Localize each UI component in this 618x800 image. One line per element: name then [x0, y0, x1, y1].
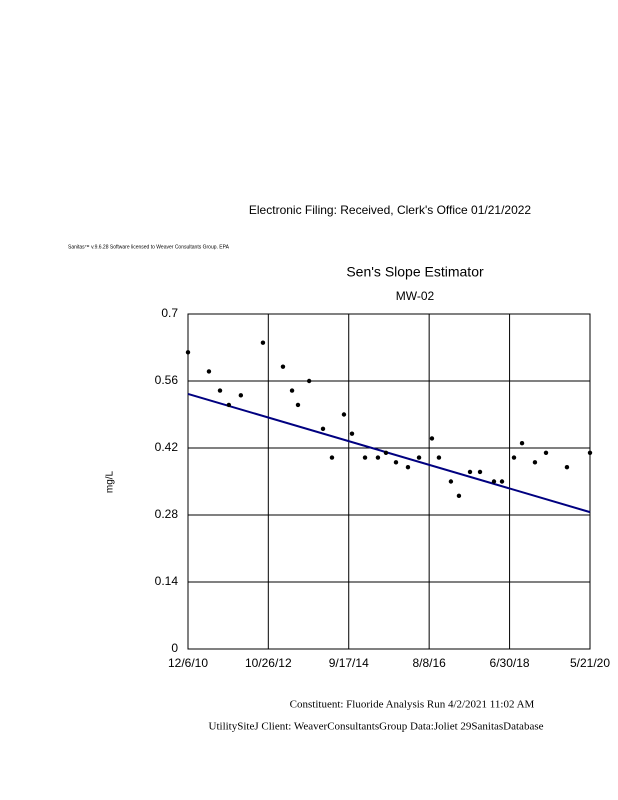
data-point — [405, 464, 411, 470]
data-point — [280, 364, 286, 369]
plot-border — [187, 313, 591, 650]
data-point — [375, 455, 381, 460]
data-point — [532, 460, 538, 465]
y-tick-label: 0.56 — [155, 373, 179, 387]
data-point — [543, 450, 549, 455]
data-point — [320, 426, 326, 432]
data-point — [448, 479, 454, 484]
data-point — [329, 455, 335, 460]
x-tick-label: 12/6/10 — [168, 656, 208, 670]
data-point — [260, 340, 266, 345]
trend-line — [187, 392, 591, 514]
x-tick-label: 5/21/20 — [570, 656, 610, 670]
data-point — [295, 402, 301, 408]
data-point — [393, 460, 399, 465]
data-point — [511, 455, 517, 460]
chart-title: Sen's Slope Estimator — [346, 264, 484, 280]
data-point — [467, 469, 473, 475]
data-point — [206, 369, 212, 374]
footer-line: UtilitySiteJ Client: WeaverConsultantsGr… — [209, 721, 544, 733]
data-point — [429, 436, 435, 441]
data-point — [226, 402, 232, 408]
y-axis-label: mg/L — [105, 470, 116, 493]
data-point — [436, 455, 442, 460]
data-point — [185, 350, 191, 355]
data-point — [456, 493, 462, 499]
y-tick-label: 0.42 — [155, 440, 179, 454]
data-point — [383, 450, 389, 455]
y-tick-label: 0.28 — [155, 507, 179, 521]
data-point — [306, 378, 312, 384]
x-tick-label: 10/26/12 — [245, 656, 292, 670]
data-point — [341, 412, 347, 417]
data-point — [519, 441, 525, 446]
data-point — [238, 393, 244, 398]
data-point — [217, 388, 223, 393]
data-point — [289, 388, 295, 393]
data-point — [499, 479, 505, 484]
y-tick-label: 0.14 — [155, 574, 179, 588]
data-point — [362, 455, 368, 460]
license-note: Sanitas™ v.9.6.28 Software licensed to W… — [68, 244, 230, 250]
chart-subtitle: MW-02 — [396, 289, 435, 303]
footer-line: Constituent: Fluoride Analysis Run 4/2/2… — [290, 699, 535, 711]
data-point — [349, 431, 355, 436]
x-tick-label: 6/30/18 — [490, 656, 530, 670]
data-point — [587, 450, 593, 455]
data-point — [491, 479, 497, 484]
y-tick-label: 0 — [171, 641, 178, 655]
data-point — [564, 464, 570, 470]
filing-header: Electronic Filing: Received, Clerk's Off… — [249, 203, 532, 217]
data-point — [477, 469, 483, 475]
x-tick-label: 9/17/14 — [329, 656, 369, 670]
x-tick-label: 8/8/16 — [412, 656, 446, 670]
y-tick-label: 0.7 — [161, 306, 178, 320]
data-point — [416, 455, 422, 460]
